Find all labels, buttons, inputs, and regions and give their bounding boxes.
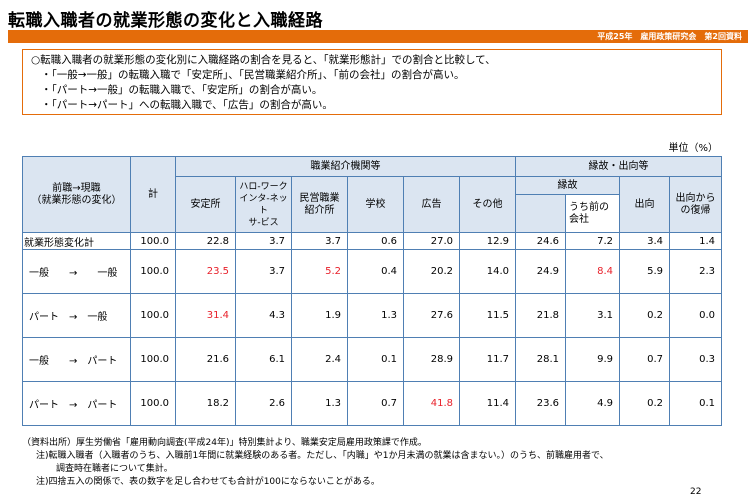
table-cell: 11.5 <box>458 293 517 338</box>
table-cell: 14.0 <box>458 249 517 294</box>
row-label: パート → 一般 <box>22 293 131 338</box>
header-col-secondment: 出向 <box>619 176 671 233</box>
header-note: 平成25年 雇用政策研究会 第2回資料 <box>597 32 742 41</box>
table-cell: 24.6 <box>515 232 567 250</box>
header-col-ad: 広告 <box>403 176 460 233</box>
table-cell: 21.6 <box>175 337 236 382</box>
table-cell: 31.4 <box>175 293 236 338</box>
table-cell: 0.7 <box>347 381 404 426</box>
header-total: 計 <box>130 156 176 233</box>
table-cell: 24.9 <box>515 249 567 294</box>
row-label: 就業形態変化計 <box>22 232 131 250</box>
table-cell: 100.0 <box>130 337 176 382</box>
row-label: パート → パート <box>22 381 131 426</box>
table-row: 就業形態変化計 100.0 22.8 3.7 3.7 0.6 27.0 12.9 24.6 7.2… <box>22 232 723 250</box>
note-1: 注)転職入職者（入職者のうち、入職前1年間に就業経験のある者。ただし、「内職」や… <box>36 451 609 461</box>
table-cell: 100.0 <box>130 249 176 294</box>
table-cell: 23.6 <box>515 381 567 426</box>
header-col-return: 出向から の復帰 <box>669 176 723 233</box>
table-cell: 2.3 <box>669 249 723 294</box>
table-cell: 0.7 <box>619 337 671 382</box>
table-cell: 0.1 <box>669 381 723 426</box>
summary-lead: ○転職入職者の就業形態の変化別に入職経路の割合を見ると、「就業形態計」での割合と… <box>31 54 496 66</box>
header-col-other: その他 <box>458 176 517 233</box>
row-label: 一般 → 一般 <box>22 249 131 294</box>
table-cell: 21.8 <box>515 293 567 338</box>
data-table: 前職→現職 （就業形態の変化） 計 職業紹介機関等 縁故・出向等 安定所 ハロ-… <box>22 156 723 426</box>
page-number: 22 <box>690 487 702 497</box>
table-cell: 0.2 <box>619 381 671 426</box>
table-cell: 1.3 <box>347 293 404 338</box>
table-cell: 23.5 <box>175 249 236 294</box>
table-cell: 3.7 <box>235 249 292 294</box>
table-row: 一般 → 一般 100.0 23.5 3.7 5.2 0.4 20.2 14.0 24.9 8.4… <box>22 249 723 294</box>
notes: （資料出所）厚生労働省「雇用動向調査(平成24年)」特別集計より、職業安定局雇用… <box>22 437 742 489</box>
table-cell: 0.3 <box>669 337 723 382</box>
table-cell: 7.2 <box>565 232 621 250</box>
table-cell: 0.4 <box>347 249 404 294</box>
row-label: 一般 → パート <box>22 337 131 382</box>
header-col-anteisho: 安定所 <box>175 176 236 233</box>
table-cell: 11.7 <box>458 337 517 382</box>
table-cell: 12.9 <box>458 232 517 250</box>
table-cell: 3.1 <box>565 293 621 338</box>
table-cell: 5.9 <box>619 249 671 294</box>
table-cell: 28.1 <box>515 337 567 382</box>
summary-point: ・「パート→一般」の転職入職で、「安定所」の割合が高い。 <box>41 84 323 96</box>
table-cell: 1.4 <box>669 232 723 250</box>
table-cell: 0.6 <box>347 232 404 250</box>
table-row: パート → 一般 100.0 31.4 4.3 1.9 1.3 27.6 11.5 21.8 3.… <box>22 293 723 338</box>
table-cell: 0.1 <box>347 337 404 382</box>
table-cell: 3.7 <box>291 232 348 250</box>
table-cell: 1.3 <box>291 381 348 426</box>
table-cell: 27.0 <box>403 232 460 250</box>
table-cell: 8.4 <box>565 249 621 294</box>
header-col-prev-company: うち前の 会社 <box>565 194 621 233</box>
table-cell: 22.8 <box>175 232 236 250</box>
table-cell: 6.1 <box>235 337 292 382</box>
table-cell: 1.9 <box>291 293 348 338</box>
table-cell: 100.0 <box>130 381 176 426</box>
table-cell: 100.0 <box>130 293 176 338</box>
header-sub-connection: 縁故 <box>515 176 621 195</box>
page-title: 転職入職者の就業形態の変化と入職経路 <box>8 11 323 31</box>
header-bar: 平成25年 雇用政策研究会 第2回資料 <box>8 30 748 43</box>
table-cell: 0.0 <box>669 293 723 338</box>
summary-point: ・「一般→一般」の転職入職で「安定所」、「民営職業紹介所」、「前の会社」の割合が… <box>41 69 465 81</box>
summary-point: ・「パート→パート」への転職入職で、「広告」の割合が高い。 <box>41 99 333 111</box>
table-cell: 5.2 <box>291 249 348 294</box>
table-row: パート → パート 100.0 18.2 2.6 1.3 0.7 41.8 11.4 23.6 4… <box>22 381 723 426</box>
table-cell: 9.9 <box>565 337 621 382</box>
unit-label: 単位（%） <box>668 143 718 154</box>
note-1-cont: 調査時在職者について集計。 <box>56 464 173 474</box>
header-group-agency: 職業紹介機関等 <box>174 156 517 177</box>
table-cell: 41.8 <box>403 381 460 426</box>
table-cell: 2.6 <box>235 381 292 426</box>
table-cell: 4.3 <box>235 293 292 338</box>
table-cell: 0.2 <box>619 293 671 338</box>
header-row-label: 前職→現職 （就業形態の変化） <box>22 156 131 233</box>
header-col-school: 学校 <box>347 176 404 233</box>
note-2: 注)四捨五入の関係で、表の数字を足し合わせても合計が100にならないことがある。 <box>36 477 380 487</box>
table-cell: 18.2 <box>175 381 236 426</box>
table-cell: 11.4 <box>458 381 517 426</box>
table-cell: 3.7 <box>235 232 292 250</box>
header-col-private-agency: 民営職業 紹介所 <box>291 176 348 233</box>
table-cell: 2.4 <box>291 337 348 382</box>
table-cell: 28.9 <box>403 337 460 382</box>
table-row: 一般 → パート 100.0 21.6 6.1 2.4 0.1 28.9 11.7 28.1 9.… <box>22 337 723 382</box>
header-col-hellowork: ハロ-ワーク インタ-ネット サ-ビス <box>235 176 292 233</box>
note-source: （資料出所）厚生労働省「雇用動向調査(平成24年)」特別集計より、職業安定局雇用… <box>22 438 427 448</box>
table-cell: 27.6 <box>403 293 460 338</box>
table-cell: 100.0 <box>130 232 176 250</box>
table-cell: 20.2 <box>403 249 460 294</box>
table-cell: 4.9 <box>565 381 621 426</box>
header-group-connection: 縁故・出向等 <box>515 156 723 177</box>
summary-box: ○転職入職者の就業形態の変化別に入職経路の割合を見ると、「就業形態計」での割合と… <box>22 49 722 115</box>
header-col-connection <box>515 194 567 233</box>
table-cell: 3.4 <box>619 232 671 250</box>
